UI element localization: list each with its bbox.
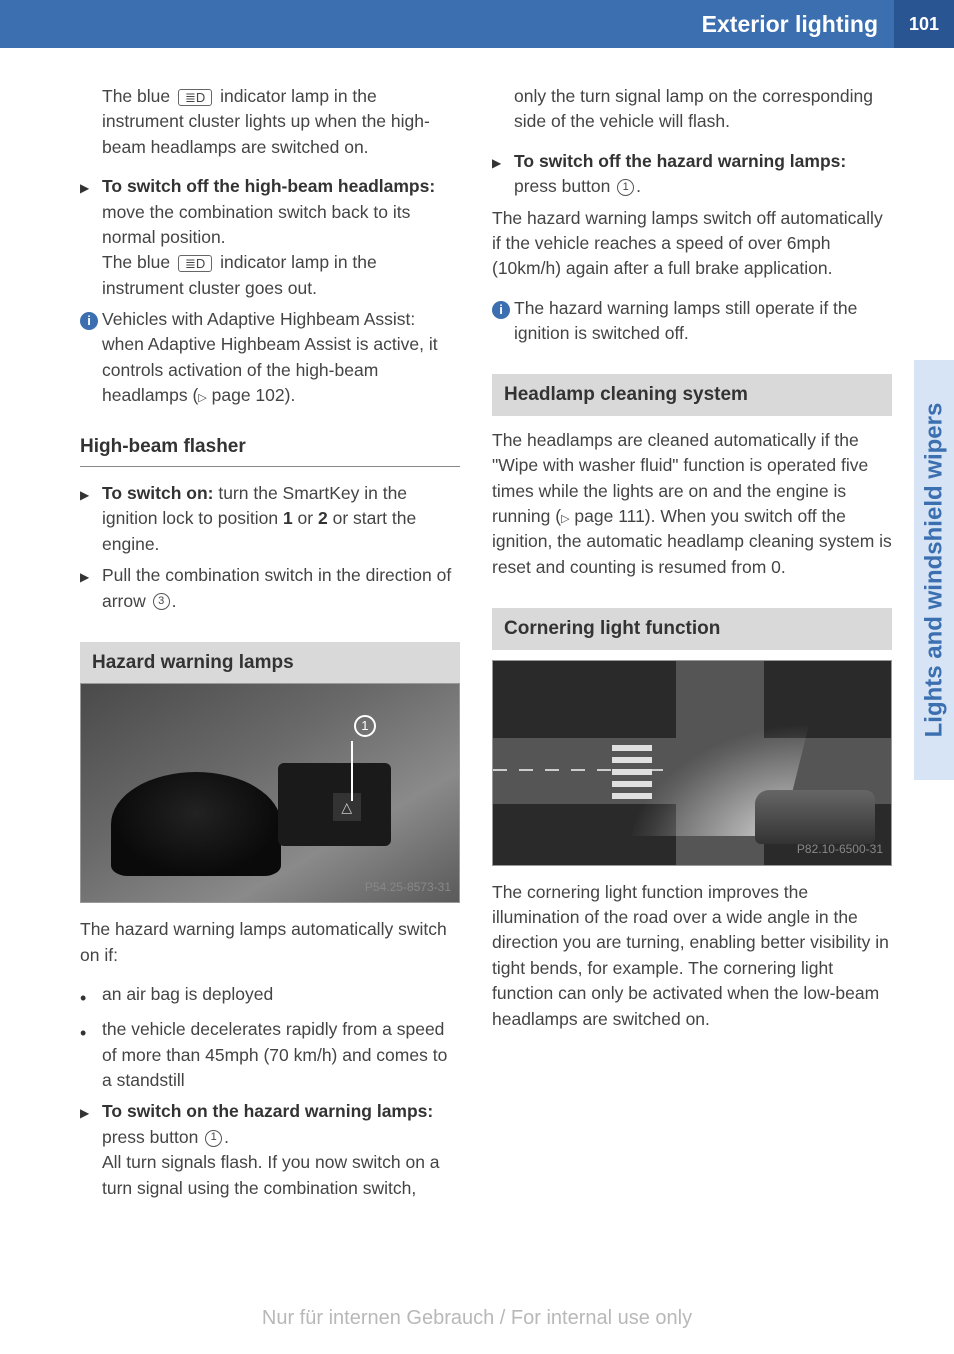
left-column: The blue ≣D indicator lamp in the instru… — [80, 84, 460, 1207]
callout-1-icon: 1 — [205, 1130, 222, 1147]
text: . — [636, 176, 641, 196]
right-column: only the turn signal lamp on the corresp… — [492, 84, 892, 1207]
section-headlamp-cleaning: Headlamp cleaning system — [492, 374, 892, 416]
hazard-triangle-icon: △ — [333, 793, 361, 821]
text: move the combination switch back to its … — [102, 202, 410, 247]
triangle-bullet-icon — [80, 174, 102, 301]
info-note: i Vehicles with Adaptive Highbeam Assist… — [80, 307, 460, 409]
text: All turn signals flash. If you now switc… — [102, 1152, 440, 1197]
list-item: To switch off the high-beam headlamps: m… — [80, 174, 460, 301]
text: page 102). — [207, 385, 296, 405]
highbeam-indicator-icon: ≣D — [178, 89, 212, 107]
list-item: To switch on the hazard warning lamps: p… — [80, 1099, 460, 1201]
header-title: Exterior lighting — [702, 11, 894, 38]
callout-3-icon: 3 — [153, 593, 170, 610]
triangle-bullet-icon — [80, 1099, 102, 1201]
text: . — [224, 1127, 229, 1147]
triangle-bullet-icon — [80, 563, 102, 614]
paragraph: The hazard warning lamps automatically s… — [80, 917, 460, 968]
bold-text: To switch on: — [102, 483, 213, 503]
text: an air bag is deployed — [102, 982, 460, 1011]
text: 2 — [318, 508, 328, 528]
side-tab: Lights and windshield wipers — [914, 360, 954, 780]
content-area: The blue ≣D indicator lamp in the instru… — [0, 48, 954, 1227]
list-item: To switch on: turn the SmartKey in the i… — [80, 481, 460, 557]
figure-label: P54.25-8573-31 — [365, 879, 451, 896]
side-tab-label: Lights and windshield wipers — [920, 403, 948, 738]
text: . — [172, 591, 177, 611]
dashboard-graphic — [111, 772, 281, 877]
list-item: an air bag is deployed — [80, 982, 460, 1011]
section-hazard-warning: Hazard warning lamps — [80, 642, 460, 684]
text: To switch off the high-beam headlamps: m… — [102, 174, 460, 301]
callout-1-icon: 1 — [617, 179, 634, 196]
figure-label: P82.10-6500-31 — [797, 841, 883, 858]
paragraph: The hazard warning lamps switch off auto… — [492, 206, 892, 282]
text: To switch on the hazard warning lamps: p… — [102, 1099, 460, 1201]
text: To switch off the hazard warning lamps: … — [514, 149, 892, 200]
triangle-bullet-icon — [492, 149, 514, 200]
text: The blue — [102, 252, 175, 272]
info-note: i The hazard warning lamps still operate… — [492, 296, 892, 347]
text: press button — [514, 176, 615, 196]
paragraph: The cornering light function improves th… — [492, 880, 892, 1032]
page-number: 101 — [894, 0, 954, 48]
text: Vehicles with Adaptive Highbeam Assist: … — [102, 307, 460, 409]
reference-icon: ▷ — [198, 392, 206, 404]
triangle-bullet-icon — [80, 481, 102, 557]
text: To switch on: turn the SmartKey in the i… — [102, 481, 460, 557]
list-item: To switch off the hazard warning lamps: … — [492, 149, 892, 200]
callout-line — [351, 741, 353, 801]
dot-bullet-icon — [80, 982, 102, 1011]
section-cornering-light: Cornering light function — [492, 608, 892, 650]
paragraph: only the turn signal lamp on the corresp… — [492, 84, 892, 135]
text: The blue — [102, 86, 175, 106]
text: Pull the combination switch in the direc… — [102, 563, 460, 614]
reference-icon: ▷ — [561, 513, 569, 525]
text: or — [293, 508, 318, 528]
bold-text: To switch off the high-beam headlamps: — [102, 176, 435, 196]
footer-watermark: Nur für internen Gebrauch / For internal… — [0, 1307, 954, 1330]
info-icon: i — [80, 307, 102, 409]
dot-bullet-icon — [80, 1017, 102, 1093]
text: press button — [102, 1127, 203, 1147]
bold-text: To switch off the hazard warning lamps: — [514, 151, 846, 171]
callout-1-icon: 1 — [354, 715, 376, 737]
text: The hazard warning lamps still operate i… — [514, 296, 892, 347]
paragraph: The headlamps are cleaned automatically … — [492, 428, 892, 580]
subheading-highbeam-flasher: High-beam flasher — [80, 433, 460, 468]
paragraph: The blue ≣D indicator lamp in the instru… — [80, 84, 460, 160]
list-item: the vehicle decelerates rapidly from a s… — [80, 1017, 460, 1093]
highbeam-indicator-icon: ≣D — [178, 255, 212, 273]
page-header: Exterior lighting 101 — [0, 0, 954, 48]
bold-text: To switch on the hazard warning lamps: — [102, 1101, 433, 1121]
figure-cornering-light: P82.10-6500-31 — [492, 660, 892, 866]
text: 1 — [283, 508, 293, 528]
figure-hazard-button: △ 1 P54.25-8573-31 — [80, 683, 460, 903]
info-icon: i — [492, 296, 514, 347]
text: the vehicle decelerates rapidly from a s… — [102, 1017, 460, 1093]
list-item: Pull the combination switch in the direc… — [80, 563, 460, 614]
car-graphic — [755, 790, 875, 844]
